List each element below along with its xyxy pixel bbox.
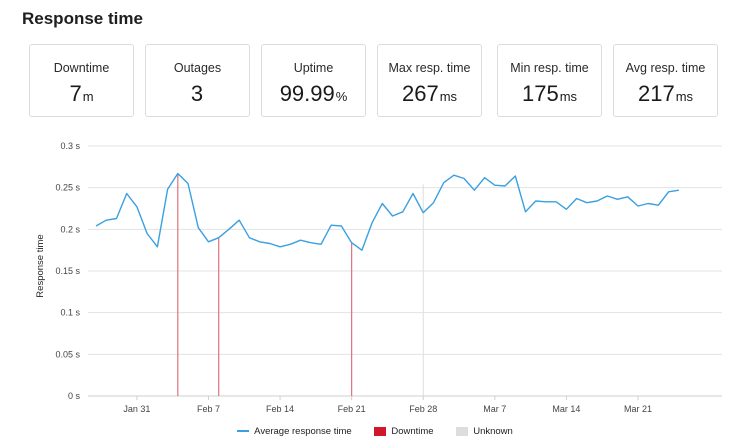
x-tick-label: Mar 21: [624, 404, 652, 414]
stat-label: Avg resp. time: [625, 61, 706, 75]
x-tick-label: Mar 14: [552, 404, 580, 414]
y-tick-label: 0.05 s: [55, 349, 80, 359]
stat-card-avg-resp: Avg resp. time 217ms: [613, 44, 718, 117]
y-tick-label: 0 s: [68, 391, 81, 401]
x-tick-label: Feb 14: [266, 404, 294, 414]
legend-label: Average response time: [254, 426, 352, 437]
x-tick-label: Feb 28: [409, 404, 437, 414]
stat-value: 3: [146, 81, 249, 107]
stat-unit: %: [335, 89, 348, 104]
y-tick-label: 0.2 s: [60, 224, 80, 234]
x-tick-label: Mar 7: [483, 404, 506, 414]
legend-label: Downtime: [391, 426, 434, 437]
stat-card-downtime: Downtime 7m: [29, 44, 134, 117]
stats-row: Downtime 7m Outages 3 Uptime 99.99% Max …: [29, 44, 736, 119]
stat-unit: ms: [675, 89, 694, 104]
stat-number: 217: [637, 81, 675, 106]
y-tick-label: 0.3 s: [60, 141, 80, 151]
stat-number: 99.99: [279, 81, 335, 106]
stat-value: 217ms: [614, 81, 717, 107]
legend-downtime-swatch: [374, 426, 387, 436]
legend-item-downtime[interactable]: Downtime: [374, 426, 434, 437]
stat-value: 267ms: [378, 81, 481, 107]
stat-unit: m: [82, 89, 94, 104]
y-axis-title: Response time: [35, 234, 46, 297]
x-tick-label: Feb 21: [338, 404, 366, 414]
stat-number: 267: [401, 81, 439, 106]
stat-value: 7m: [30, 81, 133, 107]
stat-label: Max resp. time: [388, 61, 471, 75]
stat-number: 175: [521, 81, 559, 106]
chart-grid: [88, 145, 722, 397]
y-tick-label: 0.1 s: [60, 308, 80, 318]
y-axis: 0 s 0.05 s 0.1 s 0.15 s 0.2 s 0.25 s 0.3 s: [55, 141, 80, 401]
stat-label: Downtime: [53, 61, 110, 75]
stat-card-min-resp: Min resp. time 175ms: [497, 44, 602, 117]
stat-card-outages: Outages 3: [145, 44, 250, 117]
legend-item-unknown[interactable]: Unknown: [456, 426, 513, 437]
y-tick-label: 0.25 s: [55, 183, 80, 193]
response-time-chart[interactable]: 0 s 0.05 s 0.1 s 0.15 s 0.2 s 0.25 s 0.3 s Jan…: [0, 130, 750, 444]
y-tick-label: 0.15 s: [55, 266, 80, 276]
stat-card-max-resp: Max resp. time 267ms: [377, 44, 482, 117]
legend-item-average[interactable]: Average response time: [237, 426, 352, 437]
page-title: Response time: [22, 9, 143, 28]
stat-label: Uptime: [293, 61, 334, 75]
stat-number: 7: [69, 81, 82, 106]
x-tick-label: Jan 31: [123, 404, 150, 414]
chart-svg[interactable]: 0 s 0.05 s 0.1 s 0.15 s 0.2 s 0.25 s 0.3 s Jan…: [0, 130, 750, 420]
stat-label: Min resp. time: [510, 61, 589, 75]
stat-card-uptime: Uptime 99.99%: [261, 44, 366, 117]
average-response-line[interactable]: [95, 172, 680, 251]
x-tick-label: Feb 7: [197, 404, 220, 414]
chart-legend: Average response time Downtime Unknown: [0, 426, 750, 440]
stat-number: 3: [190, 81, 204, 106]
chart-series[interactable]: [95, 172, 680, 251]
stat-value: 99.99%: [262, 81, 365, 107]
legend-label: Unknown: [473, 426, 513, 437]
legend-unknown-swatch: [456, 426, 469, 436]
chart-markers: [177, 173, 424, 396]
stat-unit: ms: [559, 89, 578, 104]
stat-unit: ms: [439, 89, 458, 104]
legend-line-swatch: [237, 430, 250, 433]
stat-label: Outages: [173, 61, 222, 75]
x-axis: Jan 31 Feb 7 Feb 14 Feb 21 Feb 28 Mar 7 Mar 14…: [123, 396, 652, 414]
stat-value: 175ms: [498, 81, 601, 107]
